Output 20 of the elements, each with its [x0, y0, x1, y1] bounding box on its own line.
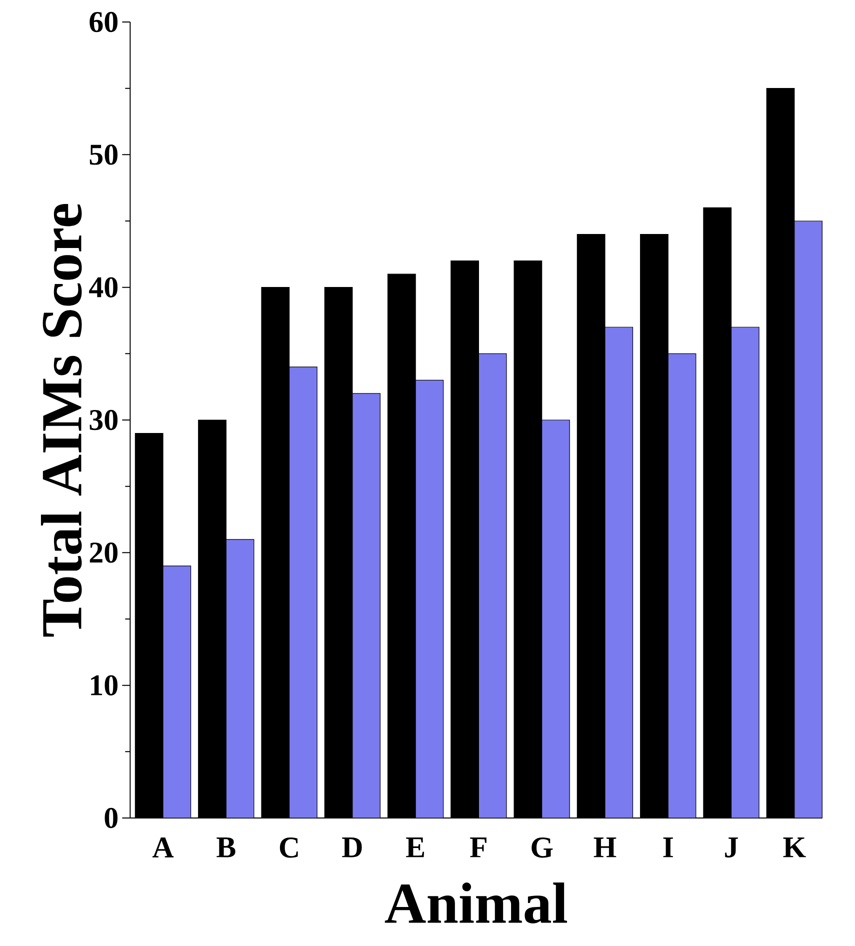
x-tick-label: F	[470, 838, 486, 858]
y-tick-label: 20	[90, 542, 118, 563]
y-axis-title: Total AIMs Score	[40, 204, 82, 637]
x-tick-label: B	[216, 838, 236, 858]
x-axis-title: Animal	[384, 882, 568, 924]
x-tick-label: D	[342, 838, 362, 858]
y-tick-label: 40	[89, 277, 118, 298]
x-tick-label: C	[280, 838, 298, 858]
x-tick-label: J	[725, 838, 738, 858]
x-tick-label: A	[152, 838, 174, 858]
x-tick-label: E	[406, 838, 424, 858]
y-tick-label: 50	[90, 144, 118, 165]
x-tick-label: G	[532, 838, 553, 858]
y-tick-label: 10	[91, 675, 118, 696]
y-tick-label: 30	[90, 410, 118, 430]
y-tick-label: 0	[104, 808, 118, 828]
x-tick-label: K	[783, 838, 806, 858]
y-tick-label: 60	[90, 12, 118, 32]
x-tick-label: I	[663, 838, 673, 858]
x-tick-label: H	[594, 838, 616, 858]
